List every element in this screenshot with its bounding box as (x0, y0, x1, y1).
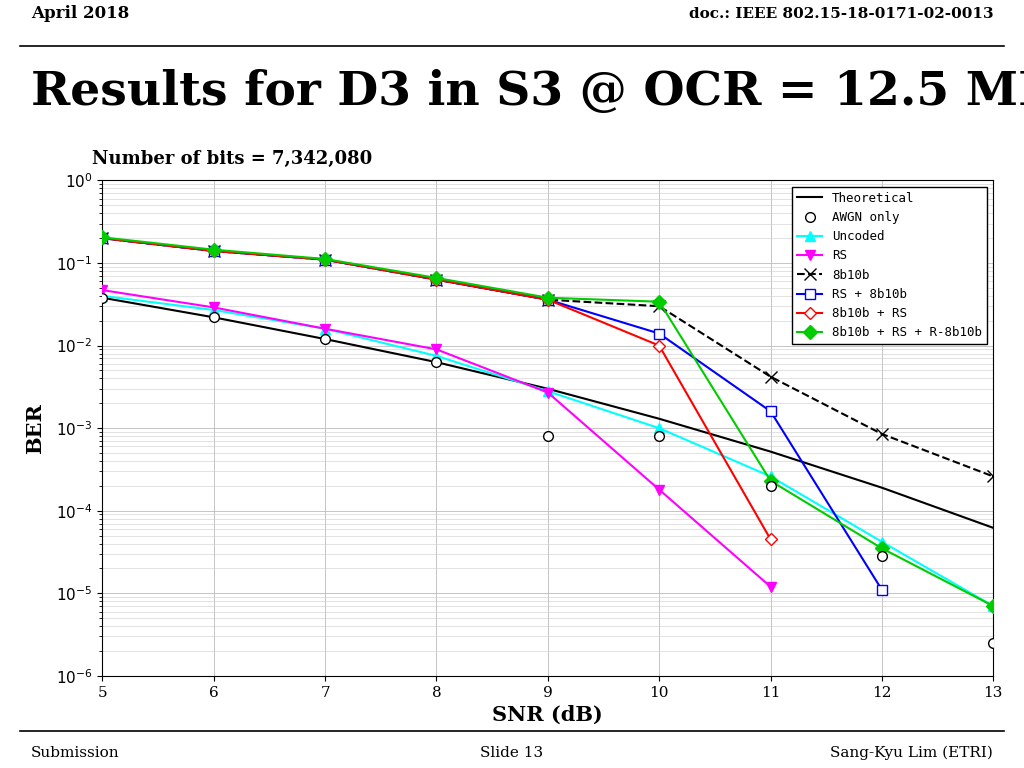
8b10b + RS (542, 295, 554, 304)
Line: 8b10b: 8b10b (96, 232, 999, 483)
Text: Results for D3 in S3 @ OCR = 12.5 MHz: Results for D3 in S3 @ OCR = 12.5 MHz (31, 69, 1024, 115)
Theoretical (430, 358, 442, 367)
Text: Number of bits = 7,342,080: Number of bits = 7,342,080 (92, 151, 373, 168)
Text: Slide 13: Slide 13 (480, 746, 544, 760)
Theoretical (764, 447, 777, 456)
8b10b + RS + R-8b10b (319, 254, 332, 263)
Uncoded (764, 472, 777, 481)
Line: Uncoded: Uncoded (97, 291, 998, 611)
RS (764, 582, 777, 591)
AWGN only (876, 551, 888, 561)
8b10b + RS + R-8b10b (876, 544, 888, 553)
Uncoded (653, 424, 666, 433)
AWGN only (987, 638, 999, 647)
Text: Sang-Kyu Lim (ETRI): Sang-Kyu Lim (ETRI) (830, 746, 993, 760)
8b10b + RS + R-8b10b (96, 233, 109, 242)
8b10b (542, 295, 554, 304)
Uncoded (430, 351, 442, 360)
Line: RS: RS (97, 285, 775, 591)
8b10b (987, 472, 999, 481)
Theoretical (96, 293, 109, 303)
RS + 8b10b (208, 247, 220, 256)
8b10b + RS + R-8b10b (430, 273, 442, 283)
RS (208, 303, 220, 312)
AWGN only (764, 482, 777, 491)
RS + 8b10b (96, 233, 109, 243)
Uncoded (542, 386, 554, 396)
8b10b + RS + R-8b10b (542, 293, 554, 303)
RS + 8b10b (653, 329, 666, 338)
Uncoded (319, 324, 332, 333)
8b10b + RS + R-8b10b (764, 476, 777, 485)
Theoretical (653, 414, 666, 423)
Uncoded (987, 601, 999, 611)
RS + 8b10b (764, 407, 777, 416)
8b10b + RS (430, 275, 442, 284)
Line: RS + 8b10b: RS + 8b10b (97, 233, 887, 594)
8b10b (653, 302, 666, 311)
RS + 8b10b (430, 275, 442, 284)
Text: Submission: Submission (31, 746, 120, 760)
Theoretical (319, 334, 332, 343)
RS (430, 345, 442, 354)
AWGN only (542, 432, 554, 441)
Text: April 2018: April 2018 (31, 5, 129, 22)
AWGN only (430, 358, 442, 367)
Legend: Theoretical, AWGN only, Uncoded, RS, 8b10b, RS + 8b10b, 8b10b + RS, 8b10b + RS +: Theoretical, AWGN only, Uncoded, RS, 8b1… (792, 187, 987, 345)
8b10b (96, 233, 109, 243)
Y-axis label: BER: BER (25, 402, 45, 454)
RS + 8b10b (319, 255, 332, 264)
Text: doc.: IEEE 802.15-18-0171-02-0013: doc.: IEEE 802.15-18-0171-02-0013 (689, 7, 993, 21)
8b10b (208, 247, 220, 256)
8b10b (319, 255, 332, 264)
Uncoded (96, 291, 109, 300)
Line: AWGN only: AWGN only (97, 293, 998, 648)
8b10b (430, 275, 442, 284)
8b10b + RS (96, 233, 109, 243)
8b10b + RS + R-8b10b (208, 245, 220, 254)
RS (96, 286, 109, 295)
X-axis label: SNR (dB): SNR (dB) (493, 705, 603, 725)
AWGN only (96, 293, 109, 303)
8b10b + RS (319, 255, 332, 264)
8b10b + RS + R-8b10b (987, 601, 999, 611)
Uncoded (208, 306, 220, 315)
Theoretical (987, 523, 999, 532)
Line: 8b10b + RS: 8b10b + RS (98, 234, 775, 544)
Uncoded (876, 538, 888, 547)
RS + 8b10b (542, 295, 554, 304)
RS (319, 324, 332, 333)
8b10b + RS (208, 247, 220, 256)
AWGN only (319, 334, 332, 343)
AWGN only (208, 313, 220, 322)
Theoretical (208, 313, 220, 322)
8b10b + RS (653, 341, 666, 350)
RS (542, 388, 554, 397)
Theoretical (542, 384, 554, 393)
8b10b + RS (764, 535, 777, 544)
Theoretical (876, 483, 888, 492)
AWGN only (653, 432, 666, 441)
Line: 8b10b + RS + R-8b10b: 8b10b + RS + R-8b10b (97, 233, 998, 611)
8b10b + RS + R-8b10b (653, 297, 666, 306)
RS + 8b10b (876, 585, 888, 594)
8b10b (764, 372, 777, 382)
8b10b (876, 429, 888, 439)
RS (653, 485, 666, 495)
Line: Theoretical: Theoretical (102, 298, 993, 528)
